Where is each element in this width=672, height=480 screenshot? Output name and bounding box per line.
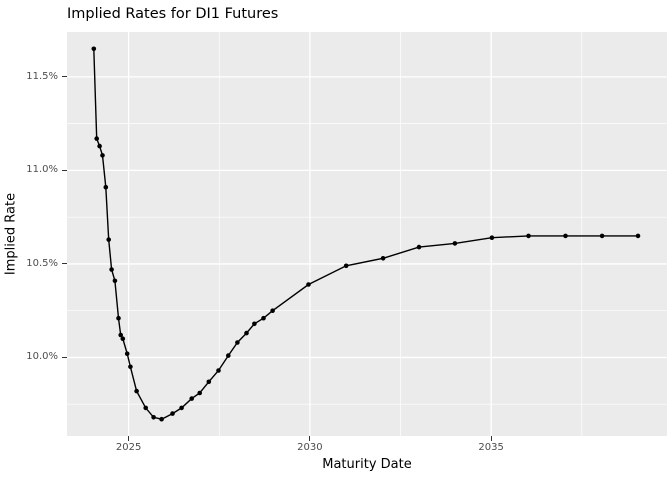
data-point <box>270 308 275 314</box>
data-point <box>134 388 139 394</box>
plot-panel <box>67 32 667 436</box>
data-point <box>226 353 231 358</box>
data-point <box>179 405 184 411</box>
x-tick-label: 2035 <box>478 442 504 453</box>
data-point <box>109 267 114 272</box>
data-point <box>124 351 130 357</box>
x-tick-mark <box>309 436 311 441</box>
data-point <box>94 136 99 141</box>
data-point <box>151 415 156 420</box>
data-point <box>112 278 118 284</box>
x-tick-mark <box>128 436 130 441</box>
y-tick-mark <box>62 356 67 358</box>
data-point <box>244 330 249 336</box>
y-tick-label: 10.0% <box>26 351 58 363</box>
data-point <box>189 396 194 401</box>
data-point <box>91 46 97 52</box>
data-point <box>380 256 386 261</box>
data-point <box>489 235 495 240</box>
data-point <box>116 315 121 321</box>
data-point <box>599 233 605 239</box>
y-tick-label: 11.0% <box>26 164 58 176</box>
x-tick-mark <box>490 436 492 441</box>
data-point <box>526 233 531 239</box>
y-tick-mark <box>62 263 67 265</box>
data-point <box>197 390 202 396</box>
data-point <box>563 233 568 239</box>
data-point <box>100 153 105 158</box>
x-tick-label: 2025 <box>115 442 142 453</box>
data-point <box>252 321 257 327</box>
data-point <box>128 364 133 370</box>
data-point <box>635 233 641 239</box>
y-tick-label: 11.5% <box>26 70 58 82</box>
data-point <box>159 416 164 422</box>
data-point <box>118 332 123 338</box>
data-point <box>170 411 175 416</box>
x-axis-title: Maturity Date <box>322 457 412 472</box>
data-point <box>261 315 266 321</box>
data-point <box>143 405 148 411</box>
data-point <box>452 241 458 246</box>
data-point <box>343 263 349 269</box>
data-point <box>216 368 221 373</box>
data-point <box>106 237 111 242</box>
chart-title: Implied Rates for DI1 Futures <box>67 6 279 22</box>
y-tick-mark <box>62 76 67 78</box>
data-point <box>235 340 240 345</box>
data-point <box>306 282 311 287</box>
series-line <box>93 48 638 420</box>
data-point <box>103 184 109 190</box>
data-point <box>416 244 422 250</box>
data-point <box>120 336 126 342</box>
data-point <box>206 379 212 385</box>
y-tick-mark <box>62 169 67 171</box>
x-tick-label: 2030 <box>297 442 323 453</box>
line-chart-canvas <box>67 32 667 436</box>
y-tick-label: 10.5% <box>26 257 58 269</box>
data-point <box>97 143 102 149</box>
